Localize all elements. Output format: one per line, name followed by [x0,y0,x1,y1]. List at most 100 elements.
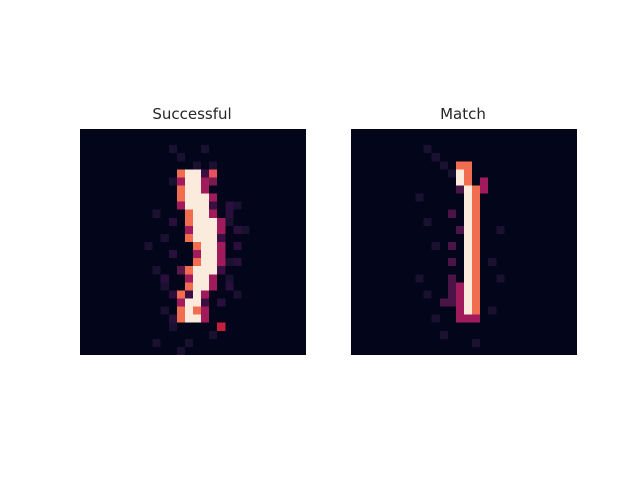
stroke-pixel [193,250,202,259]
stroke-pixel [472,225,481,234]
stroke-pixel [184,209,193,218]
stroke-pixel [193,185,202,194]
stroke-pixel [217,266,226,275]
heatmap-image [80,129,306,355]
stroke-pixel [209,266,218,275]
stroke-pixel [464,217,473,226]
stroke-pixel [193,169,202,178]
stroke-pixel [472,242,481,251]
stroke-pixel [455,169,464,178]
haze-pixel [225,282,234,291]
noise-pixel [496,225,505,234]
stroke-pixel [464,290,473,299]
stroke-pixel [184,169,193,178]
haze-pixel [233,242,242,251]
haze-pixel [447,290,456,299]
haze-pixel [447,242,456,251]
noise-pixel [423,145,432,154]
stroke-pixel [209,201,218,210]
noise-pixel [241,225,250,234]
noise-pixel [496,274,505,283]
stroke-pixel [193,314,202,323]
stroke-pixel [193,233,202,242]
stroke-pixel [184,314,193,323]
stroke-pixel [464,298,473,307]
noise-pixel [152,209,161,218]
stroke-pixel [217,225,226,234]
stroke-pixel [472,274,481,283]
haze-pixel [233,225,242,234]
stroke-pixel [176,314,185,323]
noise-pixel [168,177,177,186]
stroke-pixel [201,282,210,291]
noise-pixel [209,161,218,170]
noise-pixel [160,282,169,291]
stroke-pixel [464,201,473,210]
stroke-pixel [464,193,473,202]
stroke-pixel [193,201,202,210]
stroke-pixel [455,314,464,323]
stroke-pixel [176,177,185,186]
stroke-pixel [184,201,193,210]
haze-pixel [439,298,448,307]
stroke-pixel [472,298,481,307]
stroke-pixel [464,169,473,178]
stroke-pixel [464,185,473,194]
noise-pixel [431,153,440,162]
stroke-pixel [201,201,210,210]
stroke-pixel [472,185,481,194]
noise-pixel [423,290,432,299]
noise-pixel [225,274,234,283]
stroke-pixel [184,217,193,226]
stroke-pixel [472,306,481,315]
stroke-pixel [464,209,473,218]
noise-pixel [201,145,210,154]
stroke-pixel [193,266,202,275]
stroke-pixel [193,306,202,315]
stroke-pixel [193,242,202,251]
stroke-pixel [201,290,210,299]
stroke-pixel [472,266,481,275]
stroke-pixel [455,177,464,186]
stroke-pixel [184,266,193,275]
stroke-pixel [184,193,193,202]
stroke-pixel [201,233,210,242]
stroke-pixel [209,209,218,218]
stroke-pixel [201,217,210,226]
stroke-pixel [464,274,473,283]
stroke-pixel [209,169,218,178]
stroke-pixel [217,233,226,242]
stroke-pixel [193,209,202,218]
haze-pixel [160,274,169,283]
stroke-pixel [193,282,202,291]
stroke-pixel [472,201,481,210]
stroke-pixel [217,242,226,251]
haze-pixel [447,298,456,307]
stroke-pixel [201,169,210,178]
stroke-pixel [201,274,210,283]
noise-pixel [431,242,440,251]
haze-pixel [455,225,464,234]
stroke-pixel [184,233,193,242]
stroke-pixel [217,322,226,331]
haze-pixel [447,282,456,291]
panel-title: Successful [152,105,232,123]
stroke-pixel [184,282,193,291]
haze-pixel [225,209,234,218]
noise-pixel [168,145,177,154]
stroke-pixel [464,306,473,315]
stroke-pixel [464,225,473,234]
noise-pixel [152,266,161,275]
noise-pixel [447,169,456,178]
stroke-pixel [193,217,202,226]
stroke-pixel [201,193,210,202]
noise-pixel [488,306,497,315]
stroke-pixel [201,242,210,251]
stroke-pixel [455,282,464,291]
stroke-pixel [209,250,218,259]
stroke-pixel [201,225,210,234]
heatmap-image [351,129,577,355]
noise-pixel [184,338,193,347]
haze-pixel [447,209,456,218]
stroke-pixel [209,274,218,283]
